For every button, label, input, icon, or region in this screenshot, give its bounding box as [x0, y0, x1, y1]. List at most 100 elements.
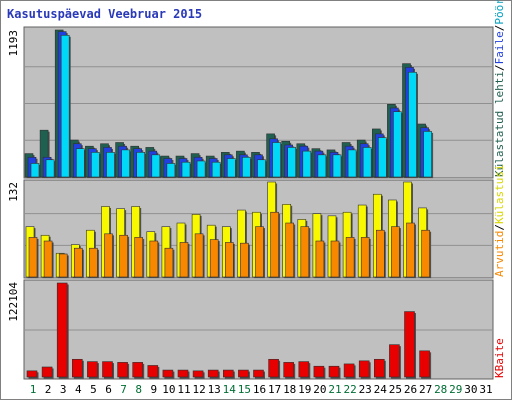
bar-visits: [330, 240, 340, 278]
x-tick-label: 4: [75, 383, 82, 396]
bar-visits: [28, 237, 38, 278]
bar-kbytes: [26, 370, 38, 378]
bar-visits: [209, 239, 219, 278]
bar-kbytes: [223, 369, 234, 378]
bar-hits: [347, 149, 357, 178]
bar-hits: [408, 71, 417, 178]
bar-hits: [287, 147, 297, 178]
bar-kbytes: [253, 369, 264, 378]
bar-kbytes: [313, 365, 325, 378]
panel-bottom-max-label: 122104: [7, 282, 20, 322]
x-tick-label: 24: [374, 383, 388, 396]
bar-visits: [149, 240, 159, 278]
bar-kbytes: [268, 358, 279, 378]
x-tick-label: 27: [419, 383, 432, 396]
bar-hits: [106, 152, 115, 178]
legend-hosts: Arvutid: [493, 231, 506, 277]
bar-kbytes: [373, 358, 385, 378]
bar-hits: [317, 154, 327, 178]
bar-kbytes: [177, 369, 189, 378]
bar-hits: [272, 142, 281, 178]
panel-middle: 132 Arvutid/Külastusi: [7, 164, 506, 279]
x-tick-label: 16: [253, 383, 266, 396]
bar-hits: [332, 154, 342, 178]
panel-bottom-legend: KBaite: [493, 338, 506, 378]
x-tick-label: 20: [313, 383, 326, 396]
bar-hits: [151, 154, 161, 178]
bar-kbytes: [358, 360, 370, 378]
legend-hits: Pöördumisi: [493, 0, 506, 25]
x-tick-label: 15: [238, 383, 251, 396]
x-tick-label: 17: [268, 383, 281, 396]
bar-hits: [423, 131, 432, 178]
bar-hits: [121, 149, 130, 178]
x-tick-label: 26: [404, 383, 417, 396]
bar-hits: [227, 158, 236, 178]
bar-visits: [179, 242, 189, 278]
panel-top: 1193 Külastatud lehti/Faile/Pöördumisi: [7, 0, 506, 179]
x-tick-label: 7: [120, 383, 127, 396]
bar-hits: [377, 137, 387, 178]
bar-kbytes: [343, 363, 355, 378]
bar-hits: [45, 159, 55, 178]
bar-hits: [136, 152, 145, 178]
bar-visits: [345, 237, 355, 278]
x-tick-label: 11: [177, 383, 190, 396]
x-tick-label: 22: [343, 383, 356, 396]
bar-visits: [421, 229, 430, 278]
bar-visits: [255, 226, 264, 278]
x-tick-label: 1: [30, 383, 37, 396]
x-tick-label: 23: [359, 383, 372, 396]
bar-visits: [375, 229, 385, 278]
bar-kbytes: [102, 361, 113, 378]
x-tick-label: 19: [298, 383, 311, 396]
bar-kbytes: [298, 361, 310, 378]
x-tick-label: 8: [135, 383, 142, 396]
bar-kbytes: [41, 366, 53, 378]
panel-bottom: 122104 KBaite: [7, 279, 506, 380]
chart-title: Kasutuspäevad Veebruar 2015: [7, 7, 202, 21]
bar-visits: [360, 237, 370, 278]
bar-kbytes: [389, 344, 400, 378]
x-tick-label: 10: [162, 383, 175, 396]
bar-kbytes: [117, 362, 128, 378]
x-tick-label: 9: [150, 383, 157, 396]
bar-hits: [211, 161, 221, 178]
bar-kbytes: [56, 282, 68, 378]
bar-hits: [242, 156, 251, 178]
x-tick-label: 28: [434, 383, 447, 396]
bar-hits: [257, 159, 266, 178]
x-tick-label: 2: [45, 383, 52, 396]
x-tick-label: 30: [464, 383, 477, 396]
bar-hits: [302, 150, 312, 178]
bar-hits: [166, 163, 176, 178]
bar-hits: [362, 147, 372, 178]
x-axis-labels: 1 2 3 4 5 6 7 8 9 10 11 12 13 14 15 16 17 18 19 20 21 22 23 24 2…: [30, 383, 493, 396]
x-tick-label: 5: [90, 383, 97, 396]
bar-kbytes: [72, 358, 83, 378]
x-tick-label: 12: [192, 383, 205, 396]
bar-kbytes: [328, 365, 340, 378]
bar-hits: [196, 160, 206, 178]
bar-kbytes: [147, 365, 159, 378]
bar-visits: [315, 240, 325, 278]
bar-visits: [119, 234, 128, 278]
x-tick-label: 29: [449, 383, 462, 396]
legend-visited-pages: Külastatud lehti: [493, 71, 506, 177]
bar-visits: [74, 247, 83, 278]
panel-middle-legend: Arvutid/Külastusi: [493, 164, 506, 277]
bar-visits: [104, 233, 113, 278]
bar-visits: [58, 253, 68, 278]
panel-middle-max-label: 132: [7, 182, 20, 202]
bar-visits: [406, 222, 415, 278]
panel-top-legend: Külastatud lehti/Faile/Pöördumisi: [493, 0, 506, 177]
x-tick-label: 13: [208, 383, 221, 396]
bar-kbytes: [87, 361, 98, 378]
bar-visits: [194, 233, 204, 278]
bar-hits: [393, 111, 402, 178]
bar-kbytes: [207, 369, 219, 378]
bar-hits: [181, 161, 191, 178]
bar-visits: [240, 242, 249, 278]
